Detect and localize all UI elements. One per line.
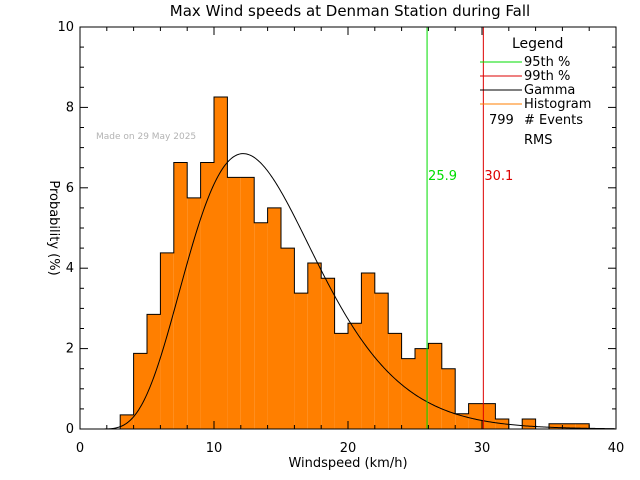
x-tick-label: 30: [474, 441, 491, 456]
histogram-bar: [133, 353, 147, 429]
histogram-bar: [227, 177, 241, 429]
histogram-bar: [307, 262, 322, 429]
y-tick-label: 0: [66, 422, 74, 437]
histogram-bar: [361, 273, 375, 429]
axis-ticks: 0 10 20 30 40 0 2 4 6 8 10: [57, 20, 624, 456]
histogram-bar: [388, 333, 402, 429]
x-tick-label: 40: [608, 441, 625, 456]
histogram-outline: [119, 96, 590, 430]
y-tick-label: 4: [66, 261, 74, 276]
histogram-bar: [240, 177, 255, 429]
histogram-bar: [294, 293, 308, 429]
histogram-bars: [119, 96, 590, 430]
histogram-bar: [254, 222, 268, 429]
x-tick-label: 10: [206, 441, 223, 456]
histogram-bar: [334, 333, 348, 429]
y-axis-title: Probability (%): [46, 180, 61, 275]
histogram-bar: [562, 423, 576, 429]
y-tick-label: 6: [66, 181, 74, 196]
y-tick-label: 10: [57, 20, 74, 35]
legend-events-count: 799: [489, 113, 514, 128]
legend-entry-label: Histogram: [524, 97, 591, 112]
histogram-bar: [187, 197, 201, 429]
x-axis-title: Windspeed (km/h): [288, 456, 407, 471]
histogram-bar: [441, 368, 456, 429]
percentile-label: 25.9: [428, 169, 457, 184]
legend-title: Legend: [512, 36, 563, 52]
histogram-bar: [348, 323, 362, 429]
histogram-bar: [468, 403, 482, 429]
legend-entry-label: 95th %: [524, 55, 570, 70]
legend-events-label: # Events: [524, 113, 583, 128]
histogram-bar: [281, 248, 295, 429]
legend-entry-label: 99th %: [524, 69, 570, 84]
histogram-bar: [200, 162, 214, 429]
histogram-bar: [147, 314, 161, 429]
legend-rms-label: RMS: [524, 133, 553, 148]
x-tick-label: 0: [76, 441, 84, 456]
gamma-curve: [92, 153, 615, 430]
histogram-bar: [415, 348, 429, 429]
x-tick-label: 20: [340, 441, 357, 456]
histogram-bar: [267, 207, 281, 429]
histogram-bar: [522, 418, 536, 429]
histogram-bar: [455, 413, 469, 429]
histogram-bar: [173, 162, 188, 429]
percentile-label: 30.1: [484, 169, 513, 184]
histogram-bar: [575, 423, 590, 429]
histogram-bar: [120, 414, 134, 429]
histogram-bar: [428, 343, 442, 429]
chart-title: Max Wind speeds at Denman Station during…: [170, 2, 530, 20]
histogram-bar: [482, 403, 496, 429]
creation-stamp: Made on 29 May 2025: [96, 132, 196, 142]
y-tick-label: 2: [66, 342, 74, 357]
histogram-bar: [160, 252, 174, 429]
percentile-lines: 25.9 30.1: [426, 27, 513, 429]
legend-entry-label: Gamma: [524, 83, 575, 98]
histogram-bar: [401, 358, 415, 429]
histogram-bar: [214, 96, 228, 429]
histogram-bar: [321, 278, 335, 429]
y-tick-label: 8: [66, 100, 74, 115]
histogram-bar: [549, 423, 563, 429]
histogram-bar: [374, 293, 389, 429]
